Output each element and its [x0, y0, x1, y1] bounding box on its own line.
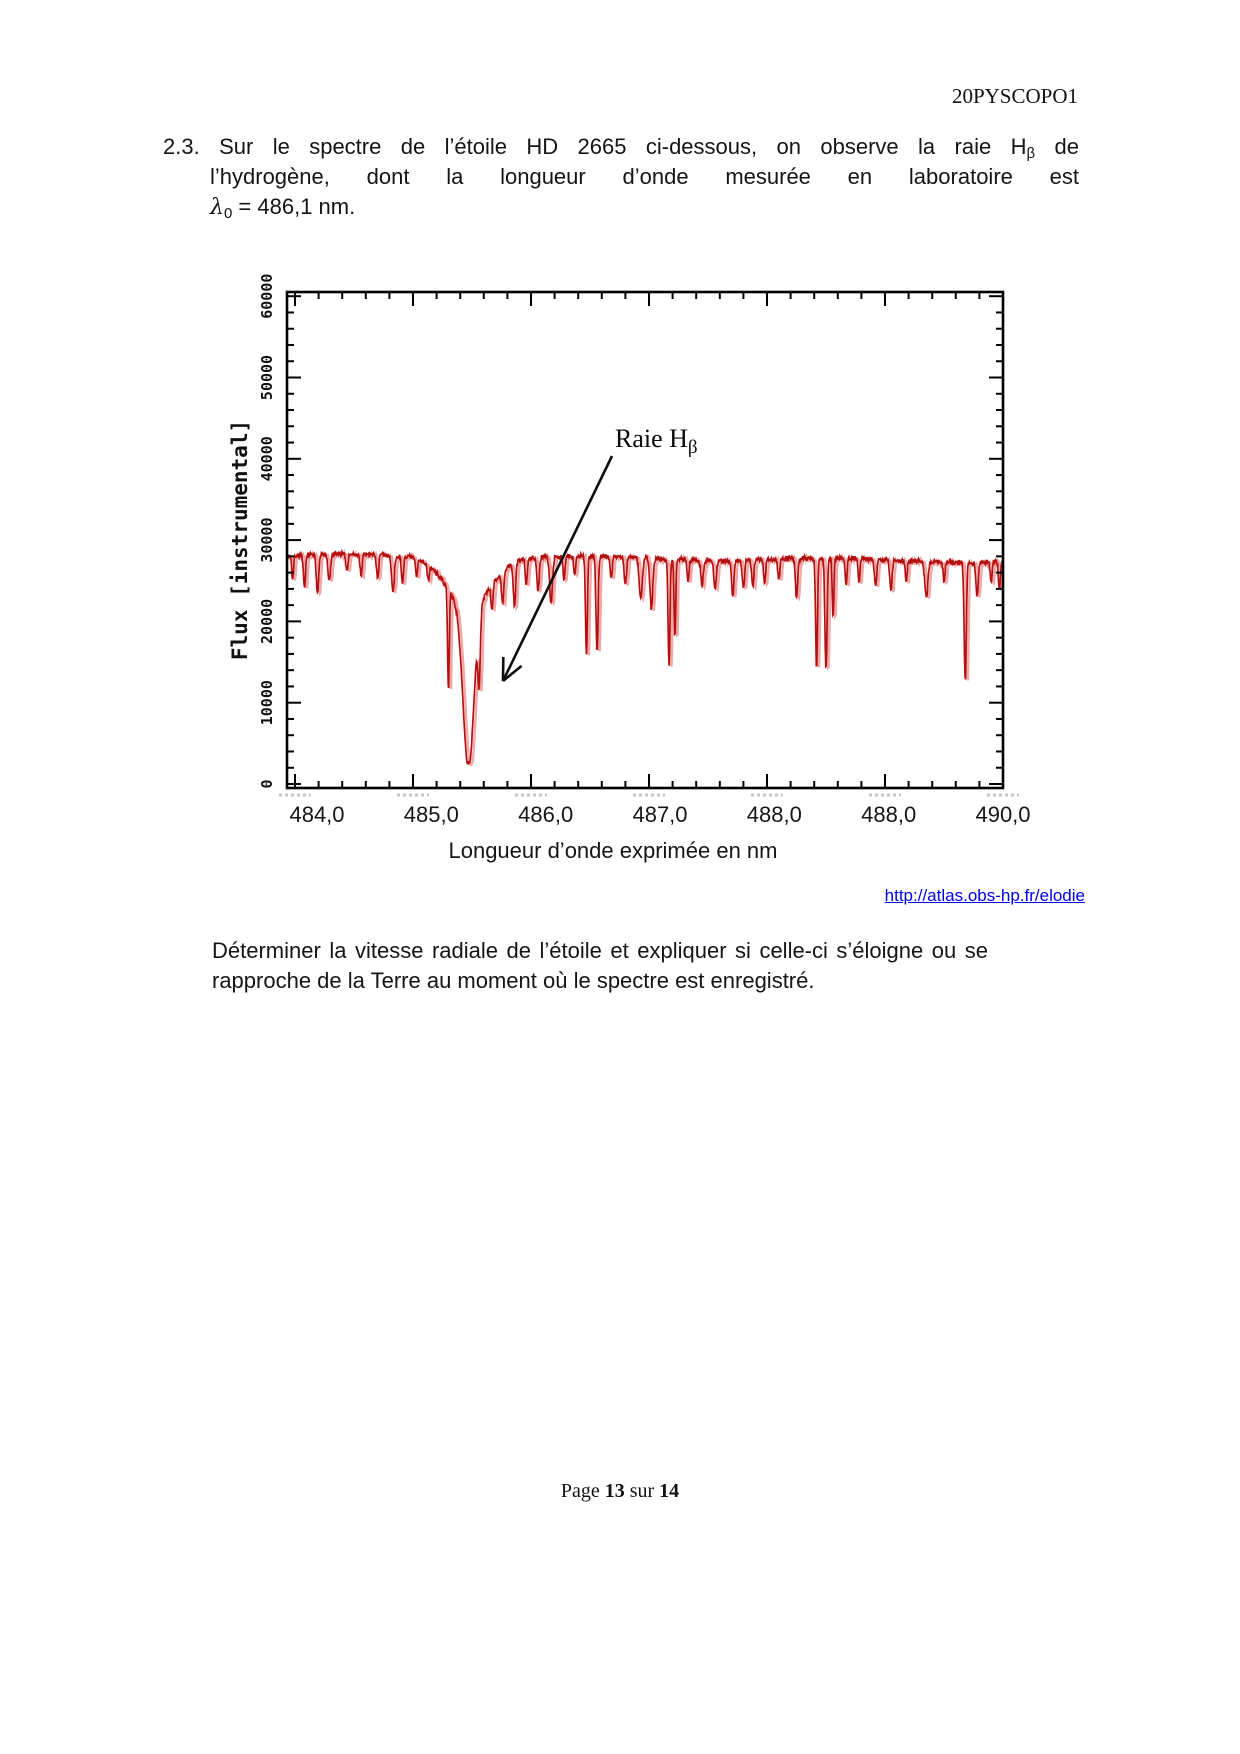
svg-text:485,0: 485,0	[404, 802, 459, 827]
svg-text:488,0: 488,0	[747, 802, 802, 827]
hbeta-subscript: β	[1026, 145, 1036, 162]
svg-text:0: 0	[258, 779, 276, 788]
lambda-symbol: λ	[210, 195, 224, 220]
spectrum-line	[288, 548, 1002, 765]
svg-text:10000: 10000	[258, 680, 276, 725]
x-axis-title: Longueur d’onde exprimée en nm	[448, 838, 777, 863]
svg-text:20000: 20000	[258, 599, 276, 644]
plot-frame	[285, 290, 1005, 790]
question-2-3: 2.3. Sur le spectre de l’étoile HD 2665 …	[163, 132, 1079, 223]
svg-text:30000: 30000	[258, 518, 276, 563]
y-axis-tick-labels: 0 10000 20000 30000 40000 50000 60000	[258, 274, 276, 789]
svg-text:488,0: 488,0	[861, 802, 916, 827]
source-link[interactable]: http://atlas.obs-hp.fr/elodie	[884, 886, 1085, 905]
spectrum-chart: 0 10000 20000 30000 40000 50000 60000 Flux [in…	[228, 274, 1031, 863]
x-axis-tick-labels: 484,0 485,0 486,0 487,0 488,0 488,0 490,0	[289, 802, 1030, 827]
page-header-code: 20PYSCOPO1	[951, 84, 1078, 108]
svg-text:484,0: 484,0	[289, 802, 344, 827]
source-link-row: http://atlas.obs-hp.fr/elodie	[885, 886, 1085, 906]
page-footer: Page 13 sur 14	[560, 1480, 680, 1502]
svg-text:486,0: 486,0	[518, 802, 573, 827]
spectrum-line-shadow	[288, 548, 1002, 767]
task-paragraph: Déterminer la vitesse radiale de l’étoil…	[212, 938, 988, 993]
hbeta-annotation-subscript: β	[688, 437, 698, 458]
y-axis-title: Flux [instrumental]	[228, 420, 252, 660]
page-number: 13	[604, 1480, 625, 1502]
page-total: 14	[659, 1480, 680, 1502]
svg-text:50000: 50000	[258, 355, 276, 400]
svg-text:490,0: 490,0	[975, 802, 1030, 827]
question-line-2: l’hydrogène, dont la longueur d’onde mes…	[210, 164, 1079, 189]
svg-text:487,0: 487,0	[632, 802, 687, 827]
svg-text:60000: 60000	[258, 274, 276, 319]
question-line-1: 2.3. Sur le spectre de l’étoile HD 2665 …	[163, 134, 1079, 162]
svg-text:40000: 40000	[258, 436, 276, 481]
hbeta-arrow	[501, 455, 614, 683]
question-line-3: λ0 = 486,1 nm.	[210, 194, 356, 222]
hbeta-annotation: Raie Hβ	[615, 424, 698, 458]
axis-ticks	[287, 292, 1004, 788]
